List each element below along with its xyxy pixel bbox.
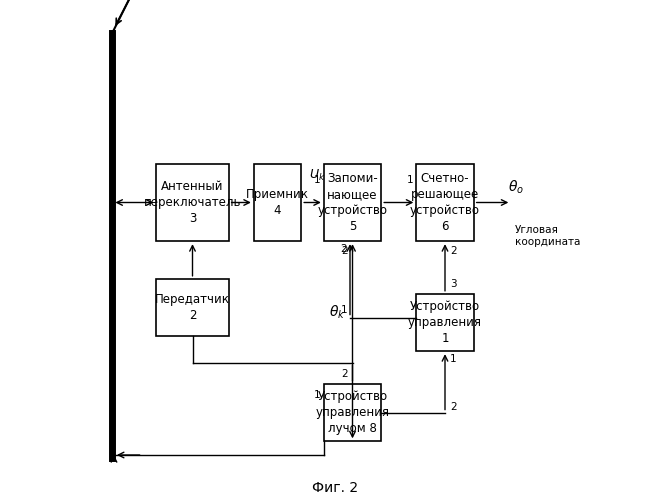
Text: 2: 2 — [342, 369, 348, 379]
Bar — [156, 164, 228, 242]
Bar — [416, 164, 474, 242]
Text: Антенный
переключатель
3: Антенный переключатель 3 — [144, 180, 241, 225]
Bar — [416, 294, 474, 351]
Bar — [324, 384, 381, 441]
Bar — [156, 279, 228, 336]
Text: $\theta_k$: $\theta_k$ — [329, 304, 346, 321]
Text: $U_k$: $U_k$ — [310, 168, 326, 182]
Text: $\theta_o$: $\theta_o$ — [509, 179, 524, 196]
Text: 2: 2 — [450, 246, 457, 256]
Bar — [254, 164, 302, 242]
Text: Угловая
координата: Угловая координата — [515, 225, 580, 246]
Text: 1: 1 — [450, 354, 457, 364]
Text: 2: 2 — [340, 244, 347, 254]
Text: Устройство
управления
лучом 8: Устройство управления лучом 8 — [316, 390, 389, 435]
Bar — [324, 164, 381, 242]
Text: 1: 1 — [314, 175, 320, 185]
Text: 2: 2 — [342, 246, 348, 256]
Text: 1: 1 — [340, 305, 347, 315]
Text: 3: 3 — [450, 279, 457, 289]
Text: Устройство
управления
1: Устройство управления 1 — [408, 300, 482, 345]
Text: Запоми-
нающее
устройство
5: Запоми- нающее устройство 5 — [318, 172, 387, 233]
Text: Счетно-
решающее
устройство
6: Счетно- решающее устройство 6 — [410, 172, 480, 233]
Text: 1: 1 — [314, 390, 320, 400]
Text: 2: 2 — [450, 402, 457, 412]
Text: Фиг. 2: Фиг. 2 — [312, 480, 358, 494]
Text: Приемник
4: Приемник 4 — [246, 188, 309, 217]
Text: 1: 1 — [407, 175, 413, 185]
Text: Передатчик
2: Передатчик 2 — [155, 293, 230, 322]
